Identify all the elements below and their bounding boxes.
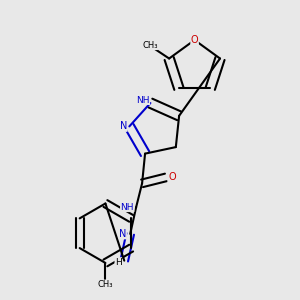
- Text: NH: NH: [121, 202, 134, 211]
- Text: N: N: [120, 122, 127, 131]
- Text: CH₃: CH₃: [142, 40, 158, 50]
- Text: H: H: [115, 258, 122, 267]
- Text: O: O: [191, 35, 198, 45]
- Text: N: N: [119, 229, 127, 239]
- Text: NH: NH: [136, 96, 150, 105]
- Text: O: O: [168, 172, 176, 182]
- Text: CH₃: CH₃: [98, 280, 113, 289]
